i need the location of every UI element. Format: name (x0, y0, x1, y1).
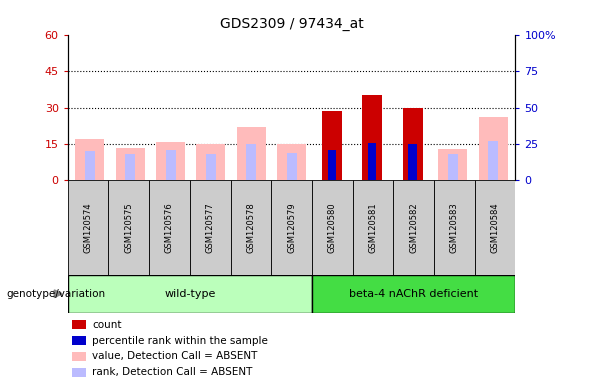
Text: GSM120576: GSM120576 (165, 202, 174, 253)
Bar (75, 139, 104, 180)
Bar (322, 111, 342, 180)
Bar (287, 153, 296, 180)
Bar (479, 117, 508, 180)
Bar (271, 180, 312, 275)
Bar (196, 144, 226, 180)
Bar (237, 127, 266, 180)
Bar (402, 108, 422, 180)
Text: GSM120574: GSM120574 (84, 202, 92, 253)
Bar (166, 150, 176, 180)
Bar (448, 154, 458, 180)
Text: GSM120577: GSM120577 (206, 202, 214, 253)
Bar (68, 275, 312, 313)
Bar (362, 95, 382, 180)
Text: wild-type: wild-type (164, 289, 216, 299)
Text: percentile rank within the sample: percentile rank within the sample (92, 336, 268, 346)
Bar (68, 180, 108, 275)
Title: GDS2309 / 97434_at: GDS2309 / 97434_at (220, 17, 363, 31)
Bar (312, 275, 515, 313)
Bar (408, 144, 416, 180)
Text: value, Detection Call = ABSENT: value, Detection Call = ABSENT (92, 351, 258, 361)
Bar (368, 142, 376, 180)
Text: count: count (92, 320, 122, 330)
Bar (312, 180, 353, 275)
Bar (149, 180, 190, 275)
Bar (125, 154, 135, 180)
Text: GSM120583: GSM120583 (450, 202, 459, 253)
Text: GSM120584: GSM120584 (491, 202, 499, 253)
Text: GSM120581: GSM120581 (369, 202, 378, 253)
Bar (246, 144, 256, 180)
Text: rank, Detection Call = ABSENT: rank, Detection Call = ABSENT (92, 367, 253, 377)
Bar (190, 180, 230, 275)
Text: GSM120575: GSM120575 (124, 202, 133, 253)
Bar (72, 352, 85, 361)
Bar (206, 154, 216, 180)
Bar (475, 180, 515, 275)
Bar (72, 368, 85, 377)
Bar (438, 149, 468, 180)
Bar (393, 180, 434, 275)
Bar (108, 180, 149, 275)
Bar (115, 148, 145, 180)
Bar (434, 180, 475, 275)
Bar (72, 336, 85, 345)
Text: genotype/variation: genotype/variation (6, 289, 105, 299)
Bar (72, 320, 85, 329)
Bar (277, 144, 306, 180)
Text: GSM120578: GSM120578 (246, 202, 256, 253)
Bar (353, 180, 393, 275)
Text: GSM120582: GSM120582 (409, 202, 418, 253)
Bar (156, 142, 185, 180)
Text: beta-4 nAChR deficient: beta-4 nAChR deficient (349, 289, 478, 299)
Bar (328, 150, 336, 180)
Text: GSM120579: GSM120579 (287, 202, 296, 253)
Bar (230, 180, 271, 275)
Text: GSM120580: GSM120580 (327, 202, 337, 253)
Bar (85, 151, 95, 180)
Bar (488, 141, 498, 180)
